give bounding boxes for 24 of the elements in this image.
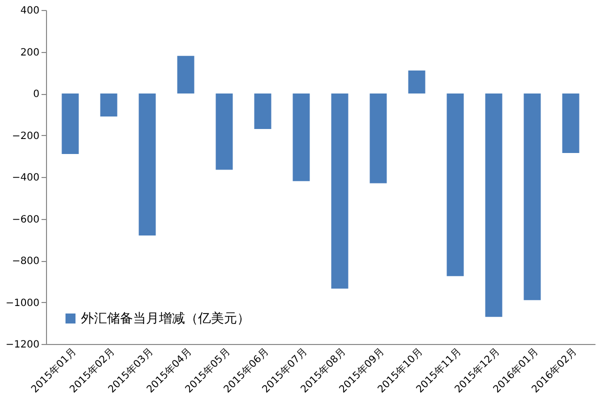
bar — [524, 94, 541, 300]
bar — [100, 94, 118, 116]
bar — [177, 56, 194, 94]
bar — [485, 94, 502, 317]
bar — [254, 94, 272, 129]
bar — [331, 94, 348, 289]
y-tick-label: −1200 — [6, 340, 40, 350]
bar — [408, 70, 426, 94]
bar — [292, 94, 310, 182]
bar — [370, 94, 387, 184]
y-tick-label: −1000 — [6, 298, 40, 309]
bar — [138, 94, 156, 236]
bar — [562, 94, 580, 153]
y-tick-label: −800 — [12, 256, 40, 267]
y-tick-label: 0 — [33, 89, 40, 100]
y-tick-label: −200 — [12, 130, 40, 142]
y-tick-label: 200 — [20, 47, 40, 58]
legend-label: 外汇储备当月增减（亿美元） — [81, 310, 250, 326]
y-tick-label: −600 — [12, 214, 40, 226]
y-tick-label: −400 — [12, 172, 40, 184]
bar — [216, 94, 233, 170]
bar — [62, 94, 79, 154]
bar — [446, 94, 464, 276]
y-tick-label: 400 — [20, 6, 40, 16]
